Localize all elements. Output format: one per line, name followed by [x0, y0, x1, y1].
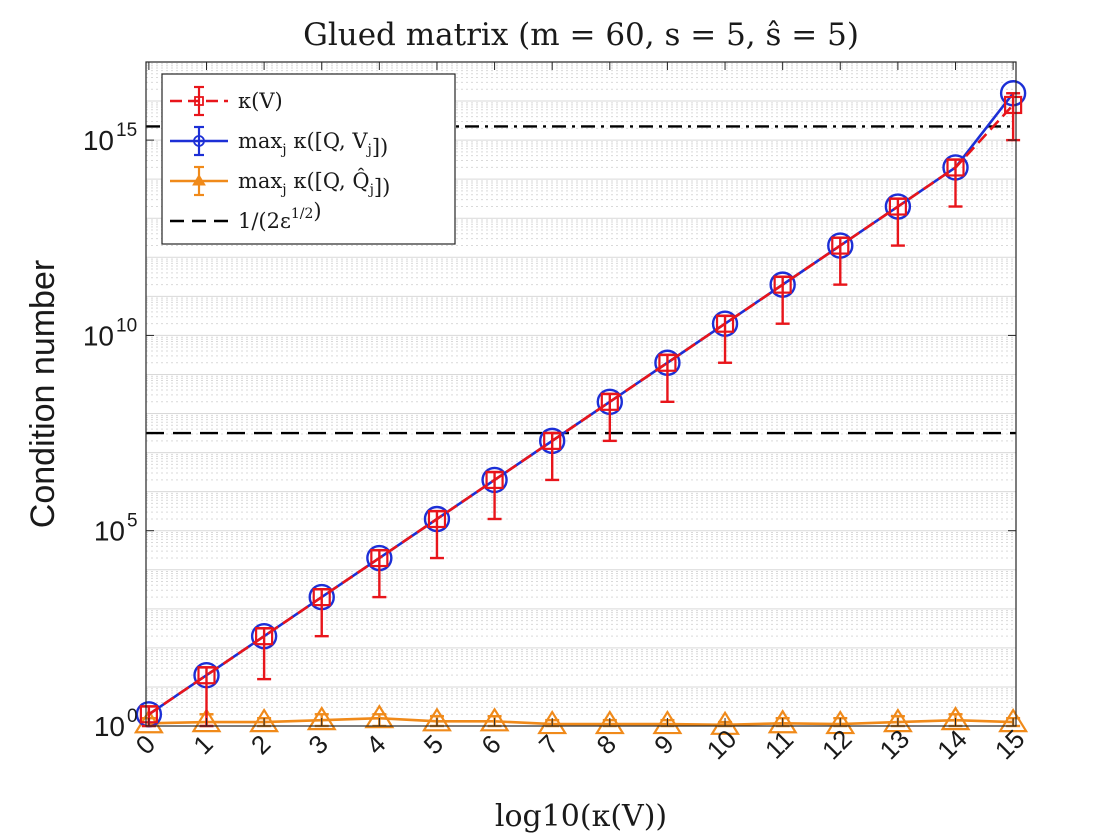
y-tick-base: 10 [94, 711, 125, 742]
data-point [543, 431, 562, 450]
y-tick-exponent: 15 [116, 120, 137, 141]
data-point [537, 709, 568, 735]
x-tick-label: 3 [302, 729, 333, 760]
y-tick-base: 10 [94, 516, 125, 547]
legend: κ(V) maxj κ([Q, Vj]) maxj κ([Q, Q̂j])1/(2ε… [161, 73, 456, 245]
data-point [312, 588, 331, 607]
y-tick-base: 10 [83, 125, 114, 156]
y-tick-label: 10 5 [94, 511, 138, 547]
series-line [148, 716, 1014, 727]
series-3 [133, 704, 1029, 735]
data-point [940, 706, 971, 731]
legend-entry-4: 1/(2ε1/2) [170, 199, 322, 233]
legend-entry-2: maxj κ([Q, Vj]) [170, 125, 388, 159]
series-layer [133, 80, 1029, 735]
chart-title: Glued matrix (m = 60, s = 5, ŝ = 5) [303, 17, 859, 53]
data-point [249, 708, 280, 733]
data-point [364, 704, 395, 729]
data-point [825, 709, 856, 735]
legend-label: maxj κ([Q, Vj]) [238, 129, 388, 159]
x-tick-label: 6 [475, 729, 506, 760]
y-tick-exponent: 5 [127, 511, 138, 532]
data-point [1004, 95, 1023, 115]
y-axis-label: Condition number [24, 260, 62, 528]
data-point [421, 707, 452, 732]
data-point [888, 197, 907, 216]
data-point [479, 707, 510, 732]
legend-label: maxj κ([Q, Q̂j]) [238, 169, 390, 199]
data-point [255, 627, 274, 646]
data-point [658, 353, 677, 372]
data-point [998, 708, 1029, 733]
x-tick-label: 4 [360, 729, 391, 760]
data-point [594, 709, 625, 735]
data-point [652, 709, 683, 735]
x-tick-label: 5 [418, 729, 449, 760]
data-point [715, 314, 735, 333]
plot-frame [145, 61, 1017, 727]
legend-label: κ(V) [238, 89, 283, 113]
data-point [197, 666, 216, 685]
y-tick-label: 10 10 [83, 315, 137, 351]
legend-label: 1/(2ε1/2) [238, 199, 322, 233]
data-point [882, 708, 913, 733]
series-line [148, 104, 1015, 716]
y-tick-exponent: 0 [127, 706, 138, 727]
data-point [485, 470, 504, 490]
legend-marker [194, 96, 204, 106]
legend-entry-1: κ(V) [170, 85, 283, 117]
data-point [600, 392, 619, 411]
x-tick-label: 0 [130, 729, 161, 760]
data-point [710, 710, 741, 735]
data-point [306, 706, 337, 731]
x-axis-label: log10(κ(V)) [495, 799, 667, 834]
y-tick-exponent: 10 [116, 315, 137, 336]
y-tick-label: 10 15 [83, 120, 137, 156]
data-point [191, 708, 222, 733]
legend-entry-3: maxj κ([Q, Q̂j]) [170, 165, 390, 199]
data-point [767, 709, 798, 734]
data-point [773, 275, 792, 294]
x-tick-label: 1 [187, 729, 218, 760]
legend-marker [193, 135, 205, 147]
legend-box [161, 73, 456, 245]
legend-marker [192, 174, 206, 186]
data-point [946, 158, 965, 177]
y-tick-base: 10 [83, 320, 114, 351]
data-point [370, 548, 389, 568]
x-tick-label: 2 [245, 729, 276, 760]
data-point [427, 509, 447, 529]
data-point [831, 236, 850, 255]
y-tick-label: 10 0 [94, 706, 138, 742]
